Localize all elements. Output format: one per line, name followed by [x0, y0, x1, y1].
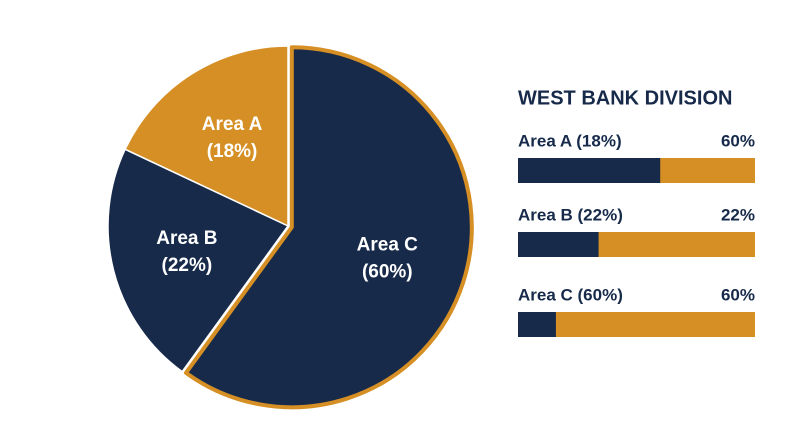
bar-track [518, 312, 755, 337]
slice-label: Area B [156, 228, 217, 249]
panel-title: WEST BANK DIVISION [518, 87, 732, 109]
slice-value-label: (60%) [362, 261, 413, 282]
slice-value-label: (18%) [207, 141, 258, 162]
row-value: 60% [721, 285, 755, 304]
pie-slice [184, 45, 474, 410]
pie-slice [124, 45, 289, 228]
slice-label: Area A [202, 114, 263, 135]
bar [518, 232, 599, 257]
slice-value-label: (22%) [162, 255, 213, 276]
row-label: Area B (22%) [518, 205, 623, 224]
bar [518, 158, 661, 183]
row-value: 60% [721, 131, 755, 150]
bar [518, 312, 556, 337]
slice-label: Area C [357, 234, 419, 255]
row-label: Area A (18%) [518, 131, 622, 150]
row-label: Area C (60%) [518, 285, 623, 304]
row-value: 22% [721, 205, 755, 224]
pie-slice [107, 148, 290, 373]
